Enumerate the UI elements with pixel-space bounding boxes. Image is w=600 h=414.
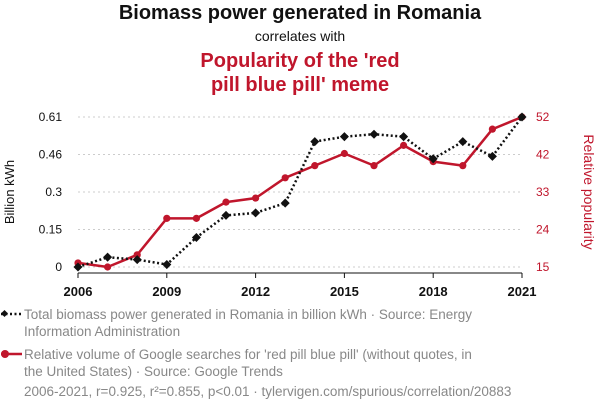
legend-label-biomass: Total biomass power generated in Romania… — [24, 307, 472, 339]
x-tick-label: 2015 — [330, 284, 359, 299]
legend-label-meme: Relative volume of Google searches for '… — [24, 347, 472, 379]
x-tick-label: 2006 — [64, 284, 93, 299]
series-meme-point — [311, 162, 319, 170]
series-biomass-point — [221, 210, 231, 220]
series-meme-point — [459, 162, 467, 170]
series-biomass-point — [487, 151, 497, 161]
right-tick-label: 24 — [536, 223, 550, 237]
series-biomass-point — [251, 208, 261, 218]
right-tick-label: 42 — [536, 148, 550, 162]
second-title-line-1: Popularity of the 'red — [200, 50, 400, 72]
left-tick-label: 0.3 — [45, 185, 62, 199]
series-biomass-point — [310, 137, 320, 147]
chart-subtitle: correlates with — [254, 28, 346, 44]
series-biomass-point — [162, 260, 172, 270]
y-axis-left-title: Billion kWh — [2, 160, 17, 224]
legend-item-biomass: Total biomass power generated in Romania… — [0, 306, 494, 340]
series-meme-point — [340, 149, 348, 158]
series-meme-point — [104, 263, 112, 271]
series-biomass-point — [132, 255, 142, 265]
dual-axis-line-chart: 0 15 0.15 24 0.3 33 0.46 42 0.61 52 2006 2009 2012 20… — [2, 110, 597, 299]
x-tick-label: 2021 — [508, 284, 537, 299]
series-meme-point — [281, 174, 289, 182]
series-meme-line — [77, 115, 523, 269]
y-axis-right-title: Relative popularity — [581, 134, 597, 249]
left-tick-label: 0.46 — [39, 148, 63, 162]
series-meme-point — [222, 198, 230, 206]
series-biomass-point — [103, 252, 113, 262]
right-tick-label: 52 — [536, 110, 550, 124]
series-meme-point — [163, 214, 171, 222]
series-meme-point — [370, 162, 378, 170]
x-tick-label: 2009 — [152, 284, 181, 299]
left-tick-label: 0 — [55, 260, 62, 274]
left-tick-label: 0.61 — [39, 110, 63, 124]
series-biomass-point — [280, 198, 290, 208]
chart-title: Biomass power generated in Romania — [118, 2, 482, 24]
series-meme-point — [488, 125, 496, 133]
legend-swatch-biomass — [0, 309, 22, 318]
series-biomass-point — [369, 129, 379, 139]
series-meme-point — [252, 194, 260, 202]
series-meme-point — [133, 251, 141, 259]
chart-second-title: Popularity of the 'red pill blue pill' m… — [0, 49, 600, 97]
series-meme-point — [192, 214, 200, 222]
right-tick-label: 33 — [536, 185, 550, 199]
series-biomass-line — [77, 116, 523, 269]
x-tick-label: 2018 — [419, 284, 448, 299]
series-biomass-point — [399, 132, 409, 142]
left-tick-label: 0.15 — [39, 223, 63, 237]
series-biomass-point — [191, 232, 201, 243]
series-biomass-point — [339, 132, 349, 142]
series-biomass-point — [458, 137, 468, 147]
series-meme-point — [400, 141, 408, 149]
second-title-line-2: pill blue pill' meme — [210, 74, 390, 96]
legend-item-meme: Relative volume of Google searches for '… — [1, 346, 494, 380]
footer-stats: 2006-2021, r=0.925, r²=0.855, p<0.01 · t… — [24, 384, 512, 399]
x-tick-label: 2012 — [241, 284, 270, 299]
series-biomass-point — [517, 112, 527, 122]
legend-swatch-meme — [1, 350, 22, 358]
right-tick-label: 15 — [536, 260, 550, 274]
